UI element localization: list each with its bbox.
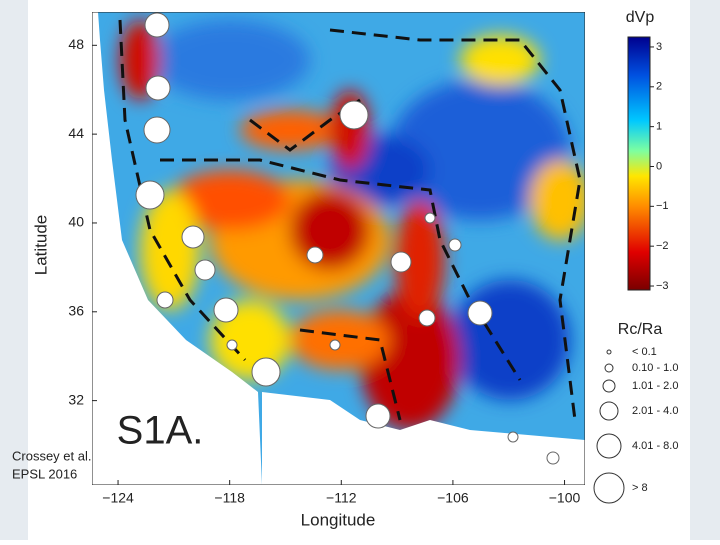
x-tick-label: −124: [102, 490, 134, 506]
colorbar-tick-label: 3: [656, 41, 662, 53]
side-strip: [0, 0, 28, 540]
colorbar-ticks: −3 −2 −1 0 1 2 3: [650, 41, 669, 292]
y-axis-label: Latitude: [31, 215, 50, 276]
y-tick-label: 40: [68, 214, 84, 230]
x-tick-label: −118: [214, 490, 245, 506]
y-tick-label: 48: [68, 36, 84, 52]
tomography-map: [92, 12, 585, 485]
colorbar-tick-label: −1: [656, 200, 669, 212]
legend-symbol: [593, 472, 625, 504]
legend-symbol: [596, 433, 622, 459]
credit-line: Crossey et al.: [12, 448, 91, 463]
colorbar-tick-label: 0: [656, 160, 662, 172]
legend-label: 4.01 - 8.0: [632, 440, 678, 452]
x-ticks: −124 −118 −112 −106 −100: [102, 480, 581, 506]
legend-title: Rc/Ra: [618, 321, 663, 338]
legend-symbol: [606, 349, 612, 355]
legend-label: < 0.1: [632, 346, 657, 358]
legend-symbol: [602, 379, 616, 393]
x-tick-label: −112: [326, 490, 357, 506]
legend-label: > 8: [632, 482, 648, 494]
y-ticks: 32 36 40 44 48: [68, 36, 97, 407]
panel-label: S1A.: [117, 409, 204, 453]
x-tick-label: −106: [437, 490, 469, 506]
colorbar-tick-label: −2: [656, 240, 669, 252]
x-axis-label: Longitude: [301, 510, 376, 529]
legend-label: 0.10 - 1.0: [632, 362, 678, 374]
y-tick-label: 44: [68, 125, 84, 141]
y-tick-label: 36: [68, 302, 84, 318]
legend: < 0.1 0.10 - 1.0 1.01 - 2.0 2.01 - 4.0 4.01 …: [593, 346, 678, 504]
legend-symbol: [604, 363, 614, 373]
legend-symbol: [599, 401, 619, 421]
x-tick-label: −100: [549, 490, 581, 506]
side-strip: [690, 0, 720, 540]
colorbar: [627, 36, 651, 291]
legend-label: 2.01 - 4.0: [632, 405, 678, 417]
colorbar-title: dVp: [626, 9, 655, 26]
colorbar-tick-label: −3: [656, 280, 669, 292]
credit-line: EPSL 2016: [12, 466, 77, 481]
colorbar-tick-label: 2: [656, 81, 662, 93]
colorbar-tick-label: 1: [656, 121, 662, 133]
y-tick-label: 32: [68, 391, 84, 407]
legend-label: 1.01 - 2.0: [632, 380, 678, 392]
